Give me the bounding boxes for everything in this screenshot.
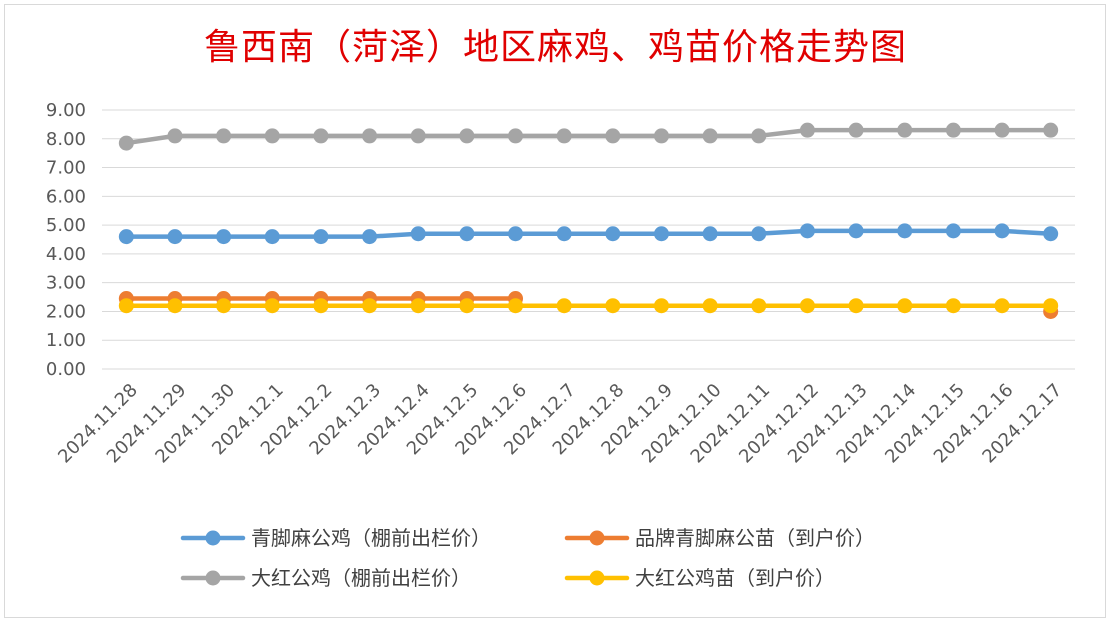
data-point	[848, 223, 864, 239]
data-point	[313, 229, 329, 245]
data-point	[264, 298, 280, 314]
data-point	[994, 298, 1010, 314]
data-point	[118, 135, 134, 151]
y-tick-label: 0.00	[46, 359, 86, 380]
data-point	[1043, 226, 1059, 242]
legend-swatch-marker	[589, 530, 605, 546]
data-point	[556, 298, 572, 314]
data-point	[605, 128, 621, 144]
data-point	[799, 298, 815, 314]
data-point	[216, 229, 232, 245]
data-point	[751, 226, 767, 242]
data-point	[216, 128, 232, 144]
data-point	[556, 226, 572, 242]
data-point	[118, 298, 134, 314]
data-point	[897, 223, 913, 239]
legend-swatch-marker	[589, 570, 605, 586]
y-tick-label: 7.00	[46, 158, 86, 179]
data-point	[605, 298, 621, 314]
data-point	[362, 229, 378, 245]
legend-label: 大红公鸡苗（到户价）	[635, 566, 835, 590]
data-point	[216, 298, 232, 314]
data-point	[459, 128, 475, 144]
data-point	[410, 128, 426, 144]
y-tick-label: 1.00	[46, 330, 86, 351]
data-point	[653, 128, 669, 144]
data-point	[653, 298, 669, 314]
y-tick-label: 4.00	[46, 244, 86, 265]
y-tick-label: 5.00	[46, 215, 86, 236]
data-point	[459, 298, 475, 314]
legend-swatch-marker	[205, 530, 221, 546]
data-point	[118, 229, 134, 245]
data-point	[751, 298, 767, 314]
data-point	[362, 128, 378, 144]
data-point	[897, 298, 913, 314]
data-point	[362, 298, 378, 314]
data-point	[264, 128, 280, 144]
data-point	[1043, 298, 1059, 314]
legend-swatch-marker	[205, 570, 221, 586]
y-tick-label: 6.00	[46, 186, 86, 207]
data-point	[994, 223, 1010, 239]
series-line	[124, 228, 1053, 239]
data-point	[994, 122, 1010, 138]
y-tick-label: 2.00	[46, 301, 86, 322]
data-point	[264, 229, 280, 245]
data-point	[605, 226, 621, 242]
data-point	[313, 128, 329, 144]
data-point	[459, 226, 475, 242]
data-point	[945, 122, 961, 138]
data-point	[167, 229, 183, 245]
data-point	[945, 223, 961, 239]
data-point	[556, 128, 572, 144]
data-point	[897, 122, 913, 138]
legend-label: 品牌青脚麻公苗（到户价）	[635, 526, 875, 550]
data-point	[848, 298, 864, 314]
legend-label: 青脚麻公鸡（棚前出栏价）	[251, 526, 491, 550]
data-point	[653, 226, 669, 242]
data-point	[799, 223, 815, 239]
y-tick-label: 3.00	[46, 273, 86, 294]
data-point	[508, 226, 524, 242]
data-point	[799, 122, 815, 138]
data-point	[167, 128, 183, 144]
y-tick-label: 8.00	[46, 129, 86, 150]
data-point	[945, 298, 961, 314]
data-point	[167, 298, 183, 314]
data-point	[702, 298, 718, 314]
data-point	[1043, 122, 1059, 138]
data-point	[751, 128, 767, 144]
data-point	[410, 298, 426, 314]
chart-title: 鲁西南（菏泽）地区麻鸡、鸡苗价格走势图	[203, 27, 907, 68]
data-point	[702, 226, 718, 242]
legend-label: 大红公鸡（棚前出栏价）	[251, 566, 471, 590]
y-tick-label: 9.00	[46, 100, 86, 121]
data-point	[702, 128, 718, 144]
data-point	[313, 298, 329, 314]
data-point	[410, 226, 426, 242]
data-point	[508, 298, 524, 314]
data-point	[848, 122, 864, 138]
series-line	[124, 127, 1053, 146]
data-point	[508, 128, 524, 144]
